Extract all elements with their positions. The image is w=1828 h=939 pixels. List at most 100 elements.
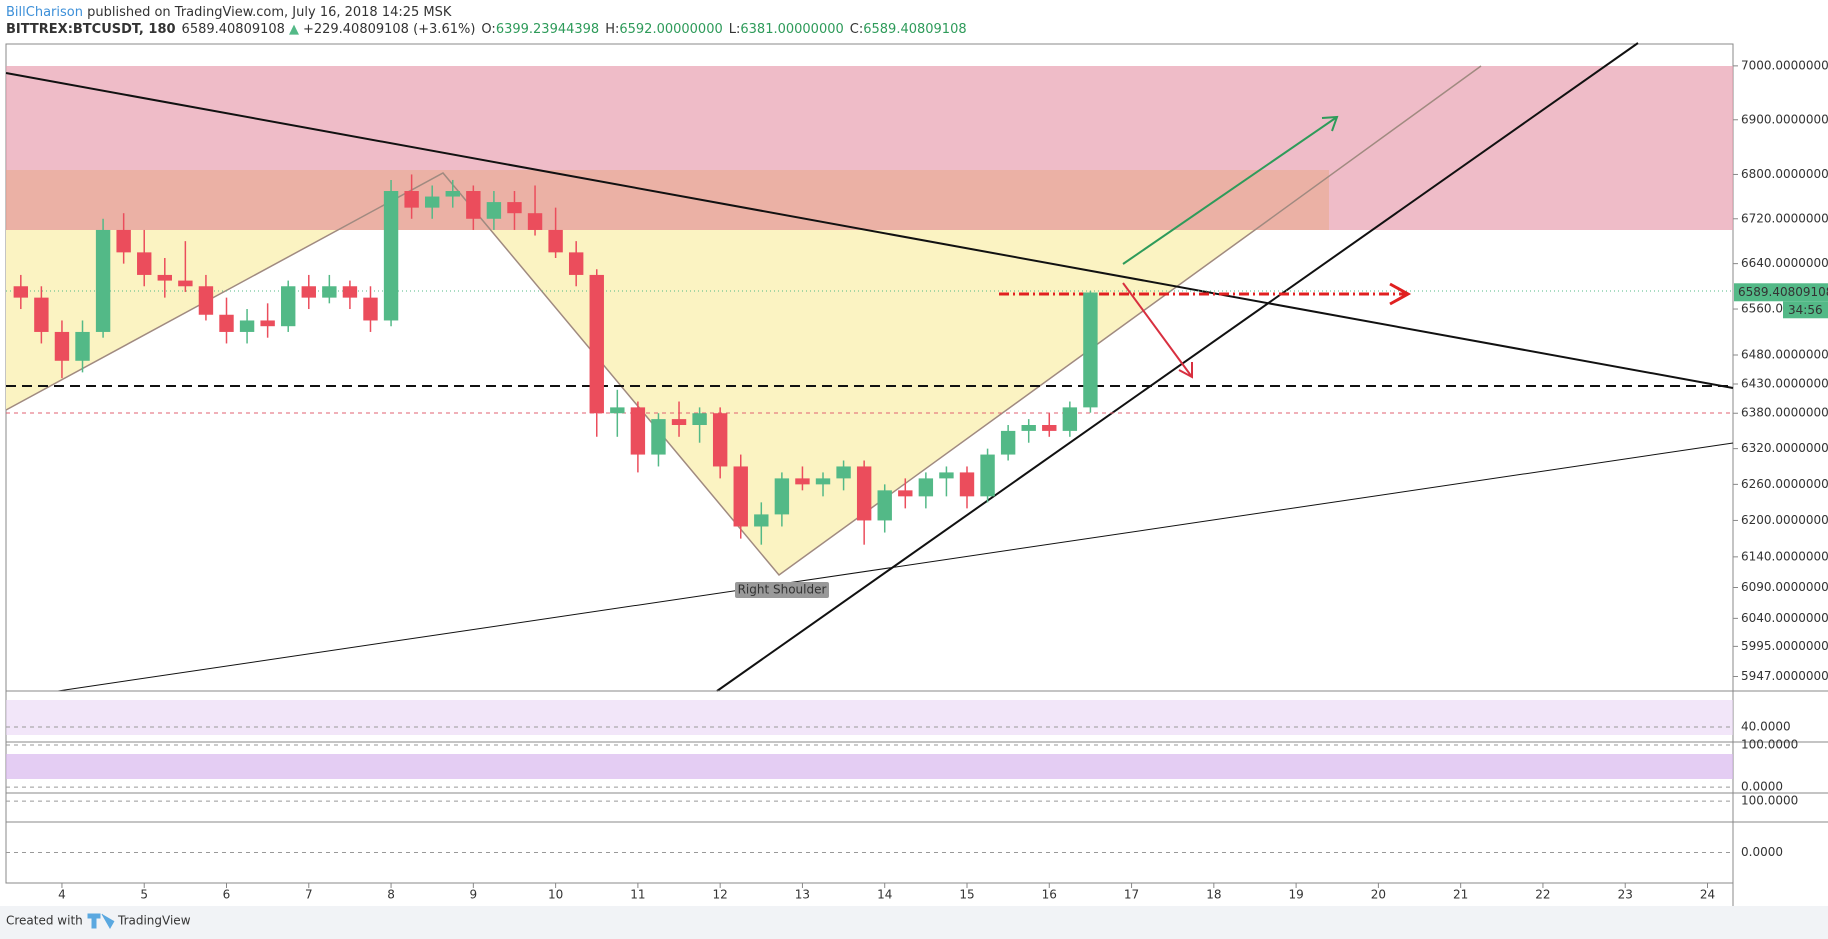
rsi-band [6,700,1733,735]
countdown-tag [1783,301,1828,319]
candle-body [733,466,748,527]
y-tick-label: 6200.00000000 [1741,513,1828,527]
price-tag [1734,283,1828,302]
y-tick-label: 6480.00000000 [1741,347,1828,361]
candle-body [54,331,70,361]
candle-body [486,202,502,219]
y-tick-label: 6720.00000000 [1741,211,1828,225]
pane-tick-label: 0.0000 [1741,780,1783,794]
candle-body [424,196,440,208]
y-tick-label: 6800.00000000 [1741,167,1828,181]
author[interactable]: BillCharison [6,5,83,20]
annotation-box [735,582,829,598]
candle-body [651,419,666,455]
pane-tick-label: 100.0000 [1741,794,1798,808]
x-tick-label: 6 [223,888,231,902]
high: 6592.00000000 [619,22,722,37]
stoch-band [6,754,1733,779]
candle-body [712,413,728,467]
change: +229.40809108 (+3.61%) [303,22,475,37]
candle-body [383,191,399,321]
candle-body [157,274,172,281]
candle-body [836,466,851,479]
x-tick-label: 12 [713,888,728,902]
footer-text: Created with [6,914,83,928]
candle-body [1000,430,1016,455]
x-tick-label: 21 [1453,888,1468,902]
pane-tick-label: 40.0000 [1741,720,1791,734]
candle-body [1042,425,1057,431]
candle-body [1021,425,1036,431]
candle-body [774,478,790,515]
countdown: 34:56 [1788,303,1823,317]
candle-body [198,286,214,315]
candle-body [178,280,193,287]
y-tick-label: 5947.00000000 [1741,669,1828,683]
candle-body [568,252,584,275]
y-tick-label: 6430.00000000 [1741,377,1828,391]
y-tick-label: 5995.00000000 [1741,639,1828,653]
x-tick-label: 18 [1206,888,1221,902]
l-label: L: [729,22,741,37]
header-line: BillCharison published on TradingView.co… [6,5,452,20]
candle-body [692,413,707,426]
c-label: C: [850,22,863,37]
candle-body [589,274,604,414]
candle-body [466,191,481,219]
pane-tick-label: 100.0000 [1741,737,1798,751]
arrow-head [1321,115,1339,132]
y-tick-label: 6090.00000000 [1741,580,1828,594]
y-tick-label: 6380.00000000 [1741,406,1828,420]
candle-body [404,191,419,208]
x-tick-label: 15 [959,888,974,902]
symbol-line: BITTREX:BTCUSDT, 180 6589.40809108 ▲ +229.4… [6,22,967,37]
y-tick-label: 6640.00000000 [1741,256,1828,270]
annotation: Right Shoulder [738,583,827,597]
candle-body [342,286,358,298]
x-tick-label: 24 [1700,888,1715,902]
candle-body [281,286,296,327]
candle-body [34,297,49,332]
y-tick-label: 6900.00000000 [1741,112,1828,126]
x-tick-label: 19 [1288,888,1303,902]
candle-body [815,478,831,485]
candle-body [1083,292,1098,408]
candle-body [1062,407,1078,431]
symbol: BITTREX:BTCUSDT, 180 [6,22,176,37]
o-label: O: [481,22,495,37]
candle-body [95,229,111,332]
candle-body [856,466,872,521]
candle-body [980,454,995,497]
supply-zone [6,170,1329,230]
candle-body [548,229,563,253]
candle-body [363,297,378,321]
candle-body [877,490,892,521]
x-tick-label: 7 [305,888,313,902]
x-tick-label: 10 [548,888,563,902]
last: 6589.40809108 [182,22,285,37]
x-tick-label: 11 [630,888,645,902]
candle-body [260,320,275,327]
candle-body [610,407,625,414]
brand[interactable]: TradingView [117,914,191,928]
x-tick-label: 22 [1535,888,1550,902]
candle-body [75,331,90,361]
y-tick-label: 7000.00000000 [1741,58,1828,72]
x-tick-label: 5 [140,888,148,902]
candle-body [445,191,460,197]
h-label: H: [605,22,619,37]
candle-body [630,407,646,455]
x-tick-label: 13 [795,888,810,902]
candle-body [301,286,316,298]
published: published on TradingView.com, July 16, 2… [83,5,452,20]
x-tick-label: 14 [877,888,892,902]
candle-body [219,314,234,332]
pattern-outline [5,65,1482,577]
candle-body [507,202,522,214]
trendline [5,72,1734,389]
candle-body [527,213,543,230]
candle-body [754,514,769,527]
pane-tick-label: 0.0000 [1741,845,1783,859]
